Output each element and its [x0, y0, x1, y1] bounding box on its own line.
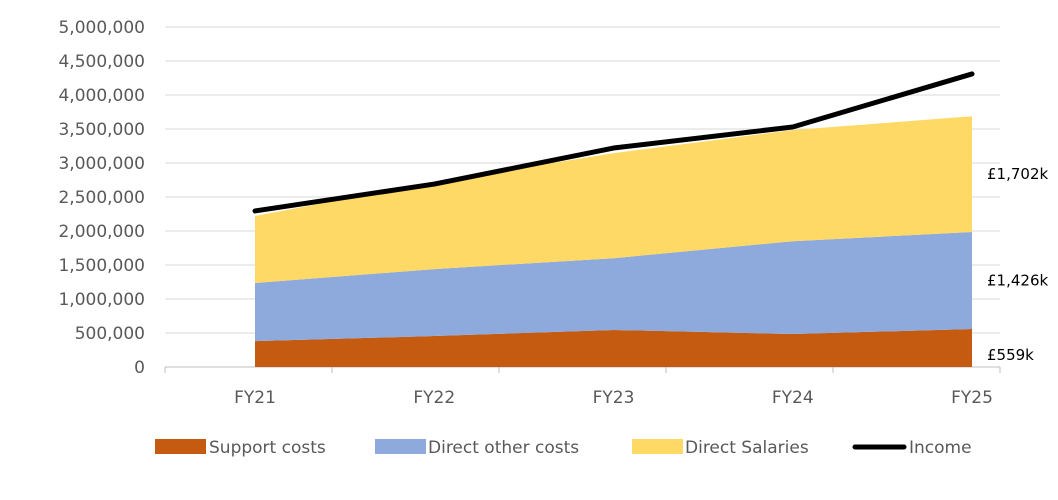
y-tick-label: 5,000,000 [58, 18, 145, 38]
y-tick-label: 1,500,000 [58, 256, 145, 276]
y-tick-label: 4,000,000 [58, 86, 145, 106]
y-axis-tick-labels: 0 500,000 1,000,000 1,500,000 2,000,000 2,500… [58, 18, 145, 378]
x-tick-label: FY23 [593, 388, 635, 408]
legend: Support costs Direct other costs Direct Sa… [155, 438, 972, 458]
y-tick-label: 2,500,000 [58, 188, 145, 208]
area-support-costs [255, 328, 972, 367]
x-tick-label: FY22 [413, 388, 455, 408]
data-label: £559k [987, 346, 1034, 364]
legend-item: Support costs [155, 438, 326, 458]
legend-swatch [155, 439, 206, 454]
data-label: £1,426k [987, 272, 1048, 290]
legend-item: Direct Salaries [632, 438, 809, 458]
legend-label: Direct other costs [428, 438, 579, 458]
line-income [252, 71, 975, 214]
axes [164, 367, 1001, 373]
legend-item: Direct other costs [375, 438, 579, 458]
y-tick-label: 0 [134, 358, 145, 378]
area-direct-salaries [255, 116, 972, 284]
legend-label: Support costs [209, 438, 326, 458]
x-tick-label: FY21 [234, 388, 276, 408]
area-direct-other-costs [255, 232, 972, 342]
area-series [255, 116, 972, 367]
legend-label: Income [909, 438, 972, 458]
legend-swatch [632, 439, 683, 454]
y-tick-label: 4,500,000 [58, 52, 145, 72]
x-tick-label: FY24 [772, 388, 814, 408]
line-series [252, 71, 975, 214]
y-tick-label: 2,000,000 [58, 222, 145, 242]
y-tick-label: 1,000,000 [58, 290, 145, 310]
x-tick-label: FY25 [951, 388, 993, 408]
data-label: £1,702k [987, 165, 1048, 183]
x-axis-tick-labels: FY21 FY22 FY23 FY24 FY25 [234, 388, 993, 408]
legend-swatch [375, 439, 426, 454]
legend-label: Direct Salaries [685, 438, 809, 458]
y-tick-label: 3,000,000 [58, 154, 145, 174]
annotations: £1,702k £1,426k £559k [987, 165, 1048, 364]
y-tick-label: 3,500,000 [58, 120, 145, 140]
y-tick-label: 500,000 [75, 324, 145, 344]
legend-item: Income [852, 438, 972, 458]
